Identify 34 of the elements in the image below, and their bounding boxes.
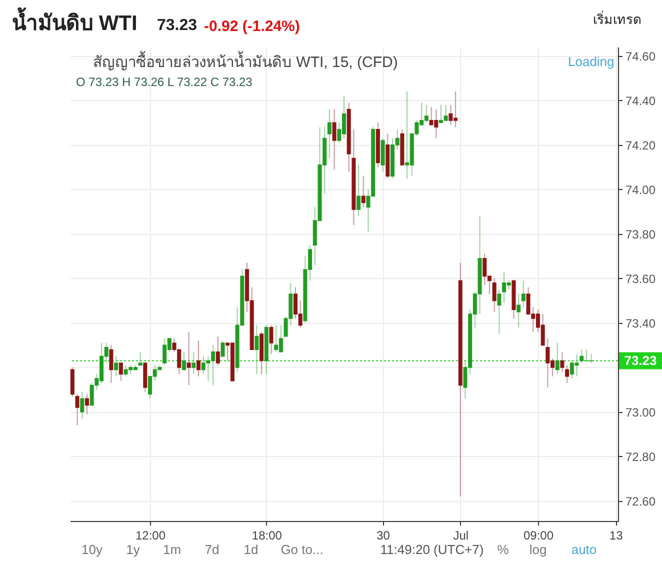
y-tick-label: 72.80 bbox=[626, 450, 656, 464]
y-tick-label: 72.60 bbox=[626, 494, 656, 508]
x-tick-label: 30 bbox=[376, 528, 390, 542]
text: 10y bbox=[82, 542, 103, 557]
text: 7d bbox=[204, 542, 220, 557]
text: % bbox=[497, 542, 510, 557]
x-tick-label: 12:00 bbox=[136, 528, 166, 542]
x-tick-label: 18:00 bbox=[252, 528, 282, 542]
text: log bbox=[529, 542, 547, 557]
y-tick-label: 73.00 bbox=[626, 405, 656, 420]
text: 11:49:20 (UTC+7) bbox=[380, 542, 484, 557]
x-tick-label: 09:00 bbox=[523, 528, 554, 542]
text: Go to... bbox=[280, 542, 324, 557]
y-tick-label: 74.40 bbox=[626, 94, 656, 108]
y-tick-label: 73.60 bbox=[626, 272, 656, 286]
text: -0.92 (-1.24%) bbox=[204, 18, 300, 35]
y-tick-label: 74.60 bbox=[626, 49, 656, 64]
annotation: Loading bbox=[568, 54, 614, 69]
chart-title: น้ำมันดิบ WTI bbox=[12, 7, 138, 35]
y-tick-label: 74.00 bbox=[626, 182, 656, 197]
text: 1d bbox=[244, 542, 258, 557]
y-tick-label: 73.80 bbox=[626, 227, 656, 242]
text: auto bbox=[571, 542, 597, 557]
text: สัญญาซื้อขายล่วงหน้าน้ำมันดิบ WTI, 15, (CFD) bbox=[93, 51, 398, 71]
ref-line-label: 73.23 bbox=[624, 352, 657, 368]
x-tick-label: Jul bbox=[453, 528, 469, 542]
text: เริ่มเทรด bbox=[593, 11, 641, 27]
text: 1m bbox=[162, 542, 182, 557]
text: 73.23 bbox=[157, 17, 198, 34]
y-tick-label: 73.40 bbox=[626, 316, 656, 330]
x-tick-label: 13 bbox=[609, 528, 624, 542]
y-tick-label: 74.20 bbox=[626, 138, 656, 152]
annotation: O 73.23 H 73.26 L 73.22 C 73.23 bbox=[76, 75, 253, 89]
text: 1y bbox=[126, 542, 140, 557]
